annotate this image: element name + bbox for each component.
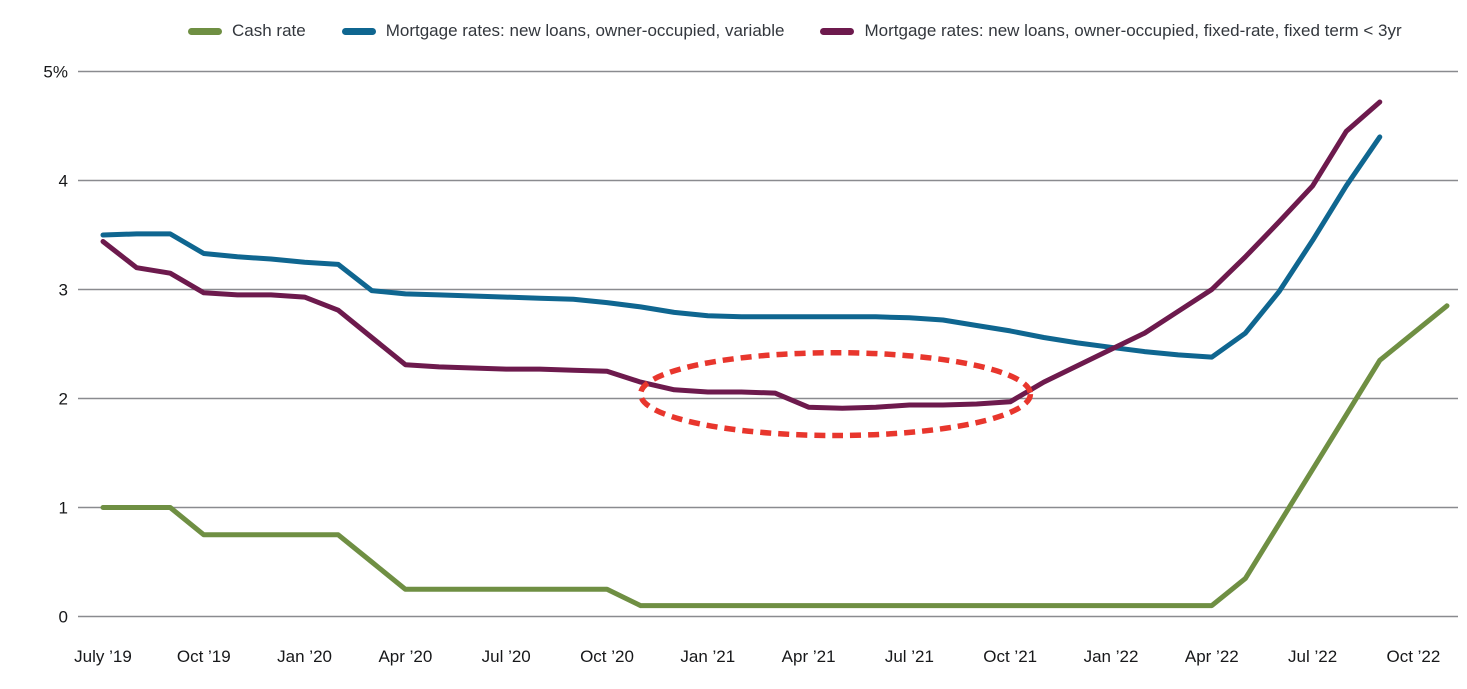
svg-text:2: 2: [59, 390, 68, 409]
svg-text:July ’19: July ’19: [74, 647, 132, 666]
svg-text:Apr ’22: Apr ’22: [1185, 647, 1239, 666]
x-axis-labels: July ’19 Oct ’19 Jan ’20 Apr ’20 Jul ’20 Oct …: [74, 647, 1440, 666]
svg-text:Oct ’19: Oct ’19: [177, 647, 231, 666]
svg-text:Jul ’20: Jul ’20: [482, 647, 531, 666]
svg-text:Jan ’20: Jan ’20: [277, 647, 332, 666]
svg-text:5%: 5%: [43, 63, 68, 82]
legend-label: Mortgage rates: new loans, owner-occupie…: [385, 21, 785, 40]
svg-text:Oct ’20: Oct ’20: [580, 647, 634, 666]
svg-text:Apr ’21: Apr ’21: [782, 647, 836, 666]
legend-label: Mortgage rates: new loans, owner-occupie…: [864, 21, 1402, 40]
svg-text:Oct ’21: Oct ’21: [983, 647, 1037, 666]
series-lines: [100, 99, 1450, 609]
highlight-ellipse-annotation: [637, 349, 1034, 439]
legend-item-variable-mortgage: Mortgage rates: new loans, owner-occupie…: [341, 21, 785, 41]
svg-text:Jan ’21: Jan ’21: [680, 647, 735, 666]
y-axis-labels: 0 1 2 3 4 5%: [43, 63, 68, 627]
variable-mortgage-swatch-icon: [341, 27, 376, 35]
chart-legend: Cash rate Mortgage rates: new loans, own…: [188, 18, 1402, 44]
svg-text:3: 3: [59, 281, 68, 300]
svg-text:Jan ’22: Jan ’22: [1084, 647, 1139, 666]
gridlines: [78, 70, 1458, 618]
legend-item-cash-rate: Cash rate: [188, 21, 306, 41]
svg-text:Oct ’22: Oct ’22: [1386, 647, 1440, 666]
legend-item-fixed-mortgage: Mortgage rates: new loans, owner-occupie…: [820, 21, 1402, 41]
svg-text:4: 4: [59, 172, 68, 191]
fixed-mortgage-swatch-icon: [820, 27, 855, 35]
svg-text:Jul ’21: Jul ’21: [885, 647, 934, 666]
cash-rate-swatch-icon: [188, 27, 222, 35]
svg-text:1: 1: [59, 499, 68, 518]
svg-text:Jul ’22: Jul ’22: [1288, 647, 1337, 666]
svg-text:Apr ’20: Apr ’20: [378, 647, 432, 666]
legend-label: Cash rate: [232, 21, 306, 40]
svg-text:0: 0: [59, 608, 68, 627]
